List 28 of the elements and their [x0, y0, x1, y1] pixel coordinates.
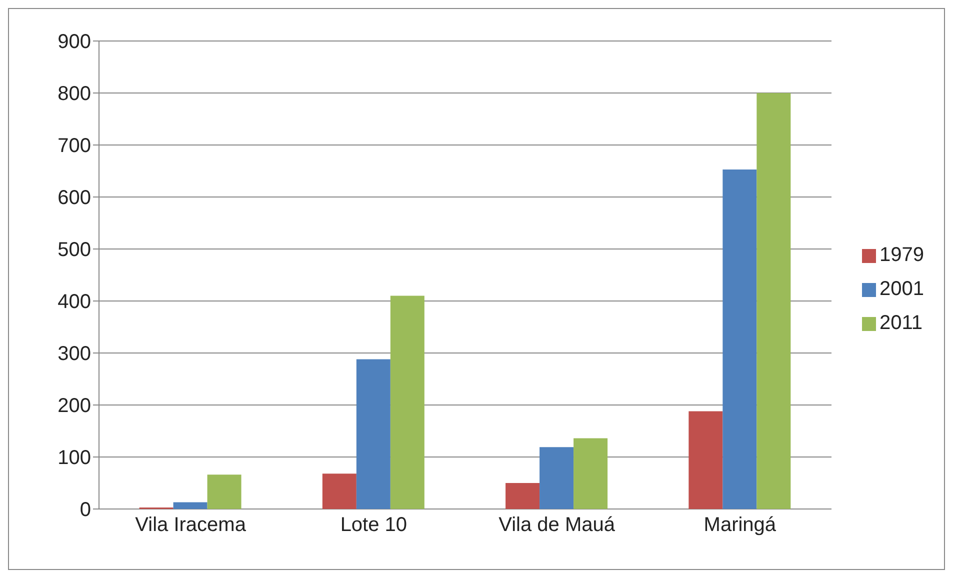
legend-label: 1979	[880, 244, 924, 266]
bar	[688, 411, 723, 509]
x-tick-label: Lote 10	[340, 514, 408, 536]
legend-label: 2001	[880, 278, 924, 300]
bar	[574, 438, 608, 509]
y-tick-label: 100	[58, 447, 91, 470]
bar	[322, 474, 356, 509]
y-tick-label: 800	[58, 83, 91, 106]
y-tick-label: 700	[58, 135, 91, 158]
y-tick-label: 200	[58, 395, 91, 418]
y-tick-label: 600	[58, 187, 91, 210]
bar	[356, 359, 390, 509]
bar	[756, 93, 791, 509]
y-tick-label: 500	[58, 239, 91, 262]
y-tick-label: 400	[58, 291, 91, 314]
bar	[722, 169, 757, 509]
x-tick-label: Vila Iracema	[135, 514, 247, 536]
bar	[506, 483, 540, 509]
y-tick-label: 900	[58, 31, 91, 54]
bar	[173, 502, 208, 509]
legend-label: 2011	[880, 312, 923, 334]
y-tick-label: 0	[80, 499, 91, 522]
x-tick-label: Maringá	[704, 514, 777, 536]
bar	[390, 296, 424, 509]
y-tick-label: 300	[58, 343, 91, 366]
bar	[540, 447, 574, 509]
bar	[207, 474, 242, 509]
x-tick-label: Vila de Mauá	[498, 514, 616, 536]
